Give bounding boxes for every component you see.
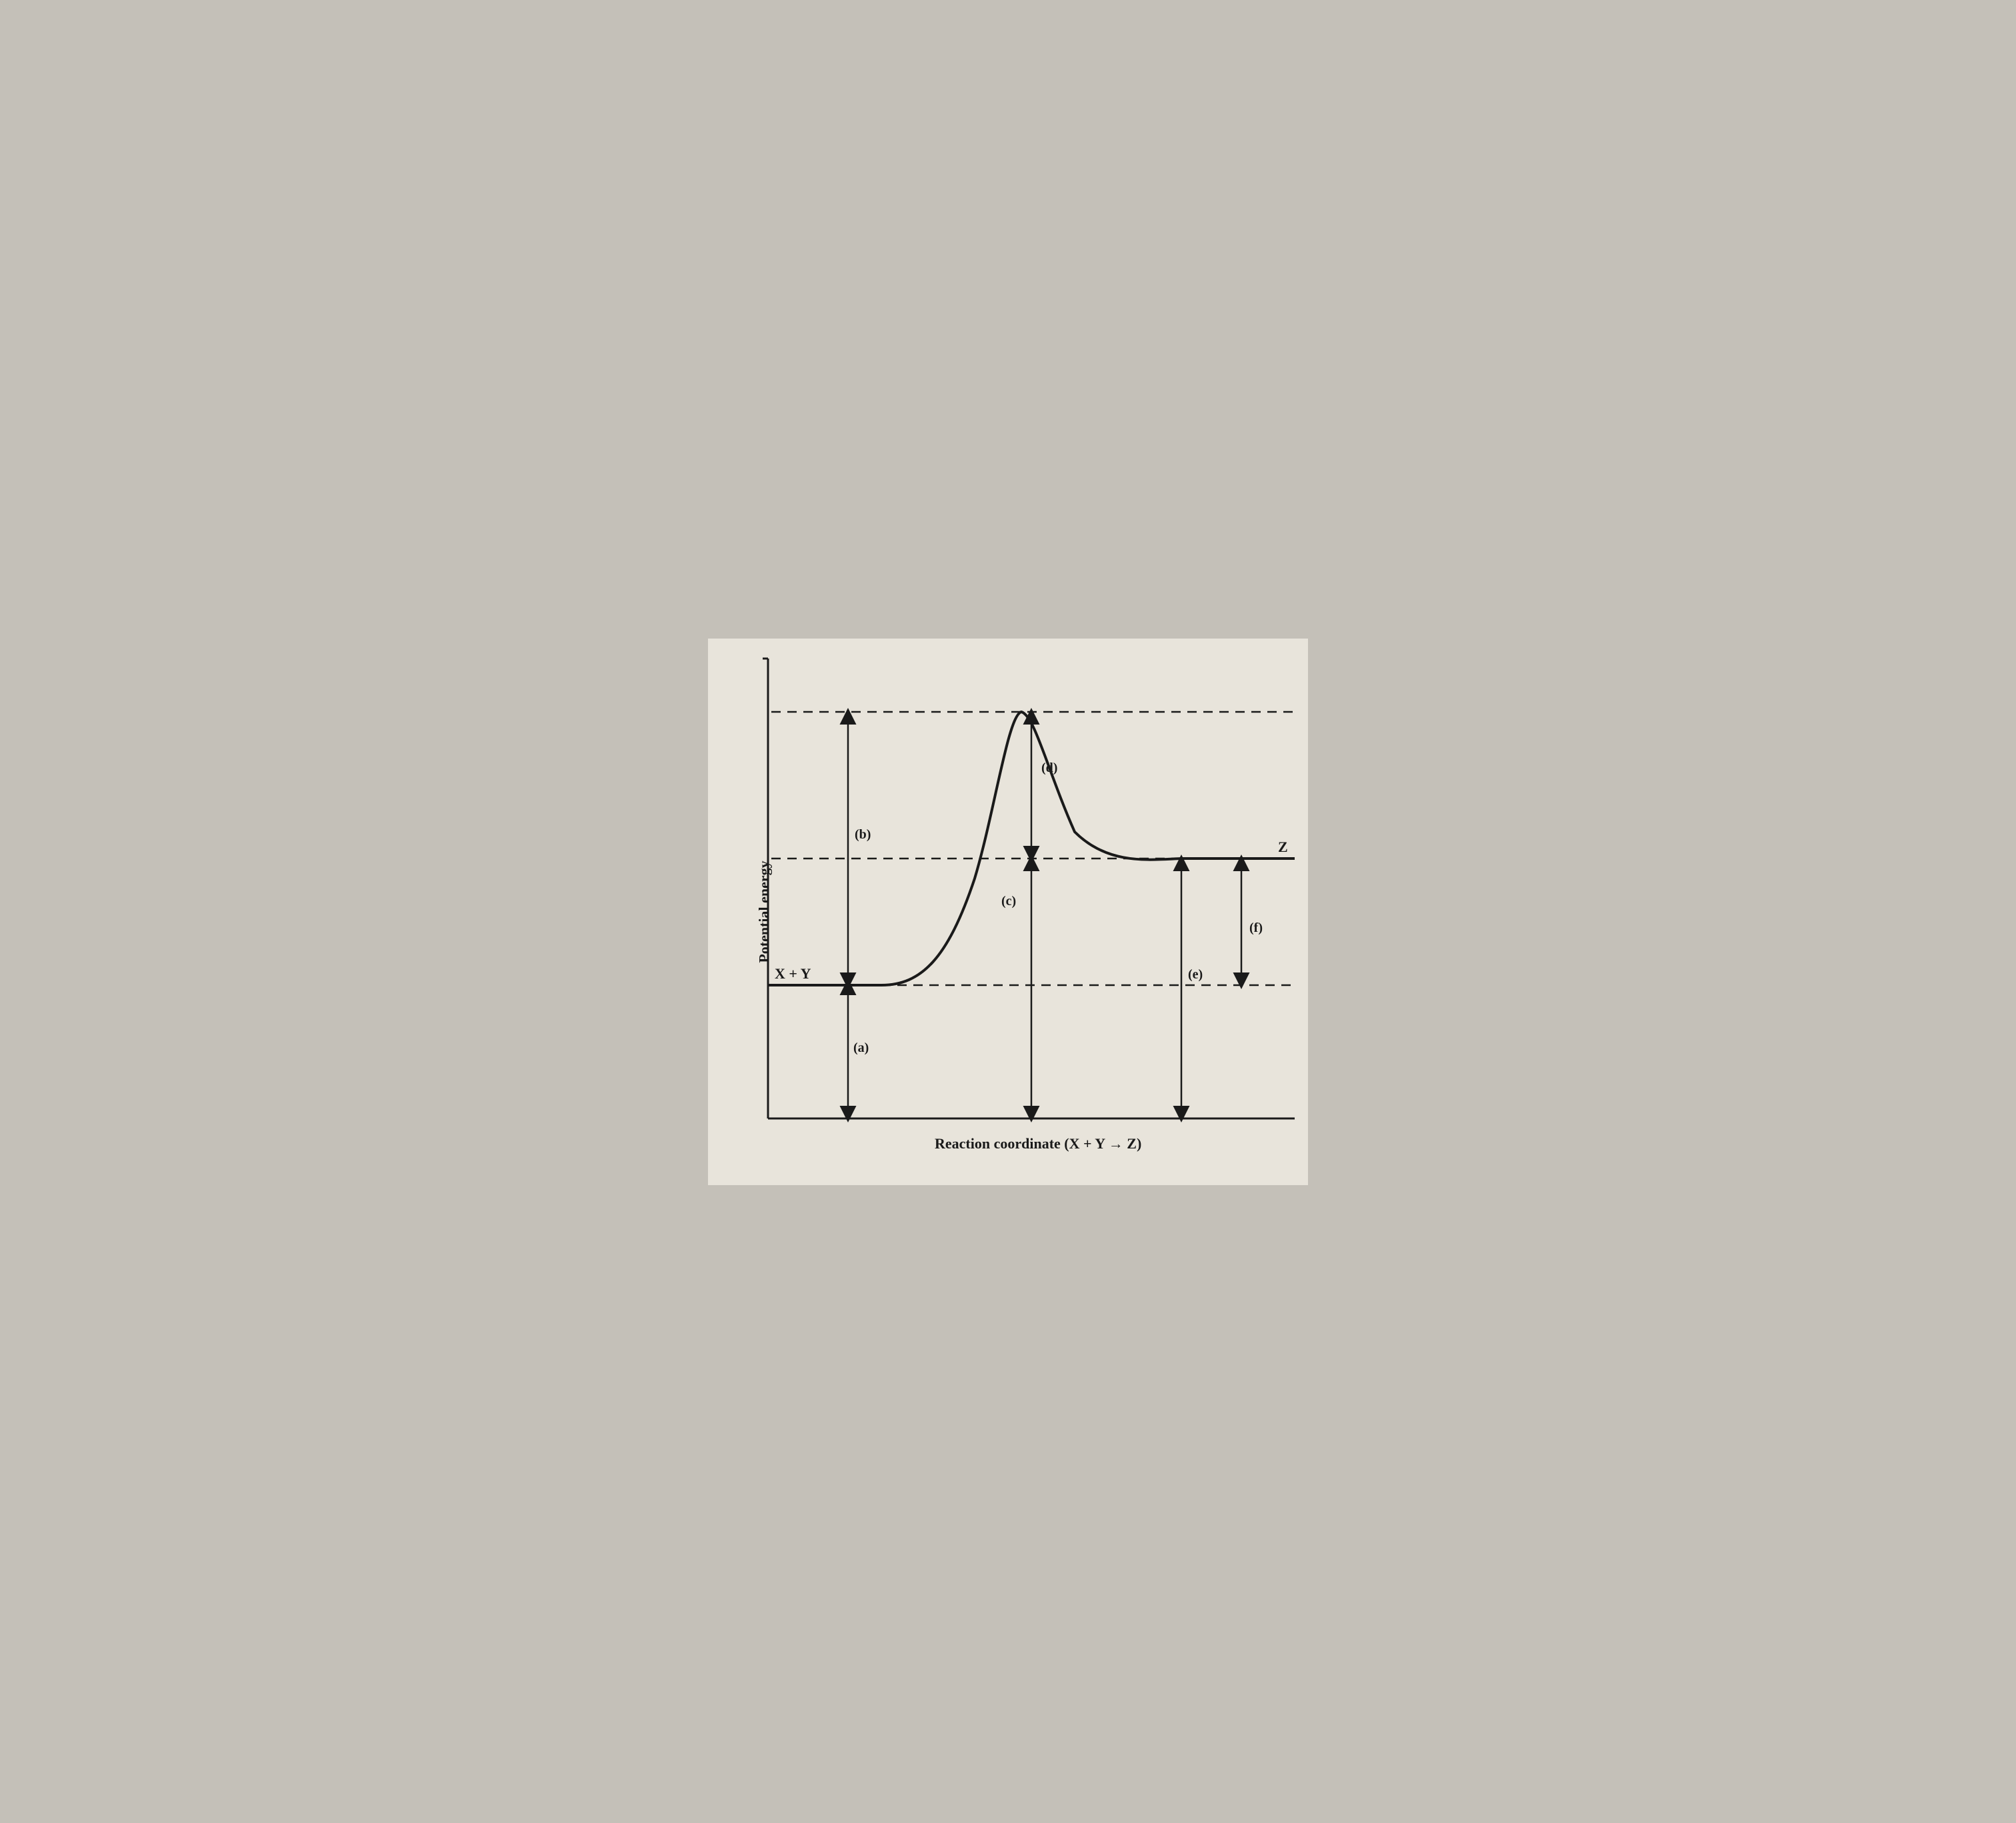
label-a: (a) (853, 1040, 869, 1055)
energy-diagram: Potential energy (a) (b) (c) (708, 639, 1308, 1185)
reactants-label: X + Y (775, 965, 811, 982)
label-b: (b) (855, 827, 871, 842)
diagram-svg: (a) (b) (c) (d) (e) (f) X + Y Z Reaction… (708, 639, 1308, 1185)
y-axis-label: Potential energy (756, 861, 773, 962)
label-e: (e) (1188, 967, 1203, 982)
label-d: (d) (1041, 761, 1057, 775)
x-axis-label: Reaction coordinate (X + Y → Z) (935, 1135, 1141, 1152)
label-f: (f) (1249, 920, 1263, 935)
label-c: (c) (1001, 894, 1016, 909)
products-label: Z (1278, 839, 1288, 855)
